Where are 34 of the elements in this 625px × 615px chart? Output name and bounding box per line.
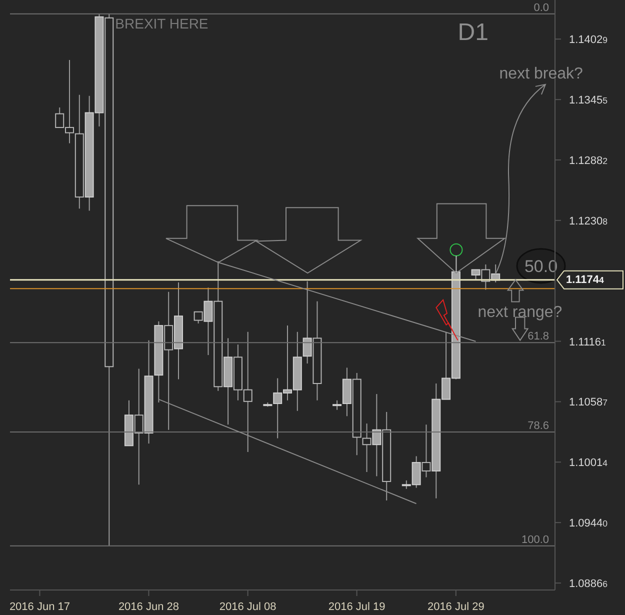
y-tick-label: 1.12882 — [569, 154, 608, 167]
y-tick-label: 1.08866 — [569, 578, 608, 590]
annotation: BREXIT HERE — [115, 16, 208, 32]
ref-line-label: 61.8 — [528, 330, 549, 343]
x-tick-label: 2016 Jul 19 — [328, 601, 386, 613]
y-tick-label: 1.13455 — [569, 94, 608, 107]
ref-line-label: 1.11744 — [566, 274, 604, 286]
x-tick-label: 2016 Jul 08 — [219, 601, 276, 613]
candlestick — [302, 280, 312, 364]
candlestick — [134, 368, 144, 486]
ref-line-label: 78.6 — [528, 420, 549, 432]
x-tick-label: 2016 Jun 17 — [9, 601, 70, 613]
candlestick — [481, 264, 490, 290]
annotation: next break? — [499, 66, 583, 83]
candlestick — [204, 287, 213, 356]
annotation: D1 — [458, 19, 488, 46]
candlestick — [422, 424, 431, 478]
y-tick-label: 1.14029 — [569, 34, 608, 46]
ref-line-label: 50.0 — [524, 256, 558, 276]
candlestick — [471, 269, 480, 281]
y-tick-label: 1.09440 — [569, 518, 608, 530]
y-tick-label: 1.10587 — [569, 396, 608, 409]
ref-line-label: 100.0 — [521, 534, 549, 546]
x-tick-label: 2016 Jun 28 — [118, 601, 180, 613]
candlestick — [194, 311, 203, 324]
ref-line-label: 0.0 — [534, 2, 549, 14]
candlestick — [372, 394, 382, 477]
y-tick-label: 1.11161 — [569, 336, 606, 348]
y-tick-label: 1.12308 — [569, 215, 608, 228]
y-tick-label: 1.10014 — [569, 457, 608, 470]
x-tick-label: 2016 Jul 29 — [427, 601, 484, 613]
candlestick — [332, 400, 342, 410]
candlestick — [362, 423, 372, 472]
annotation: next range? — [478, 304, 562, 322]
